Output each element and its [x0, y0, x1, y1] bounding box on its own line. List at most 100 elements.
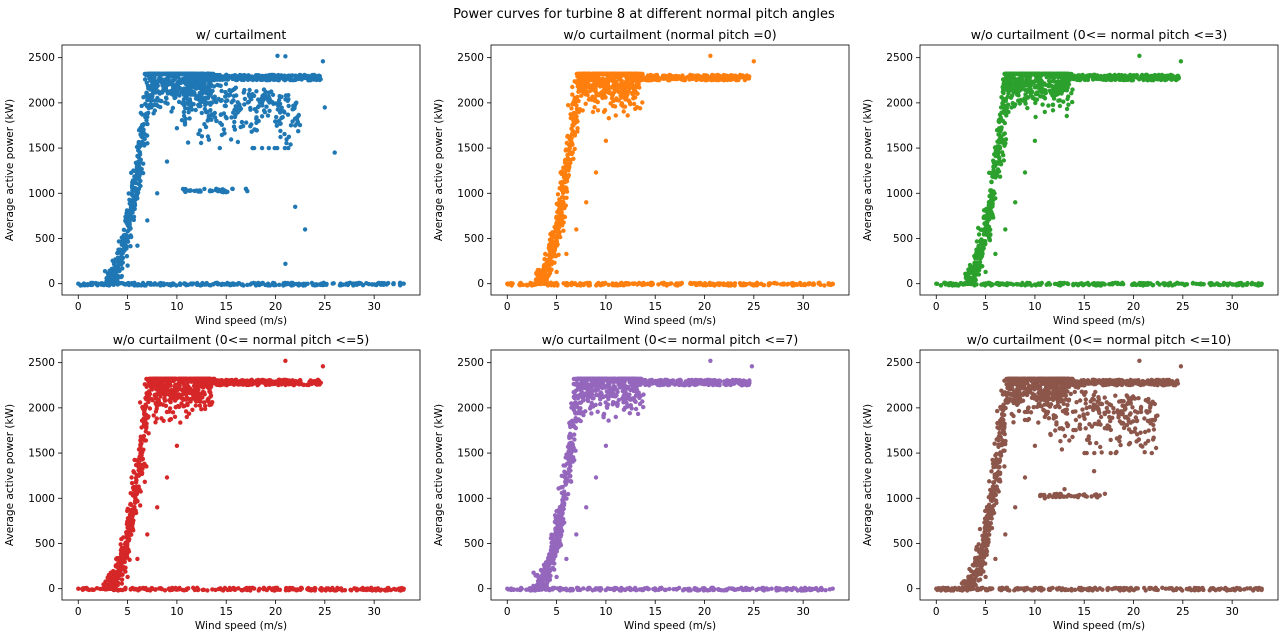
scatter-point	[570, 84, 575, 90]
scatter-point	[1008, 84, 1013, 89]
y-axis-label: Average active power (kW)	[433, 99, 445, 241]
scatter-point	[573, 99, 578, 104]
scatter-point	[111, 266, 116, 271]
scatter-point	[275, 107, 280, 112]
scatter-point	[1117, 75, 1123, 81]
scatter-point	[626, 281, 631, 286]
y-tick-label: 0	[48, 278, 55, 290]
scatter-point	[135, 153, 140, 159]
scatter-point	[694, 77, 700, 82]
scatter-point	[572, 146, 577, 152]
scatter-point	[565, 152, 570, 158]
scatter-point	[164, 96, 169, 101]
scatter-point	[121, 227, 127, 232]
y-tick-label: 1000	[457, 188, 484, 200]
scatter-point	[265, 283, 271, 288]
scatter-point	[772, 281, 777, 286]
scatter-point	[122, 232, 127, 238]
subplot-title: w/o curtailment (normal pitch =0)	[563, 27, 776, 42]
scatter-point	[1008, 88, 1013, 93]
scatter-point	[212, 99, 217, 104]
scatter-point	[179, 118, 185, 123]
scatter-point	[580, 71, 585, 77]
scatter-point	[1163, 77, 1168, 83]
scatter-point	[1001, 132, 1006, 137]
scatter-point	[600, 90, 606, 96]
scatter-point	[240, 73, 246, 79]
scatter-point	[130, 188, 135, 193]
scatter-point	[261, 97, 266, 103]
y-tick-label: 2500	[457, 52, 484, 64]
scatter-point	[1042, 96, 1048, 101]
scatter-point	[147, 102, 153, 107]
scatter-point	[1046, 78, 1052, 84]
data-point	[194, 76, 199, 81]
scatter-point	[1070, 99, 1075, 105]
scatter-point	[195, 84, 200, 90]
scatter-point	[1014, 71, 1019, 77]
scatter-point	[287, 75, 292, 81]
scatter-point	[221, 127, 227, 132]
scatter-point	[200, 587, 205, 593]
scatter-point	[188, 71, 193, 77]
scatter-point	[565, 163, 570, 168]
scatter-point	[592, 82, 597, 87]
scatter-point	[210, 587, 215, 592]
scatter-point	[1241, 282, 1246, 287]
scatter-point	[1140, 283, 1146, 288]
scatter-point	[386, 280, 391, 286]
scatter-point	[1006, 71, 1011, 77]
data-point	[283, 54, 288, 59]
data-point	[275, 53, 280, 58]
scatter-point	[567, 146, 572, 151]
scatter-point	[742, 282, 747, 287]
scatter-point	[94, 586, 100, 591]
y-tick-label: 1000	[886, 188, 913, 200]
scatter-point	[126, 228, 131, 233]
data-point	[174, 126, 180, 131]
scatter-point	[191, 102, 196, 107]
scatter-point	[281, 109, 287, 114]
scatter-point	[578, 283, 583, 288]
scatter-point	[160, 83, 165, 88]
scatter-point	[140, 122, 145, 128]
scatter-point	[146, 281, 151, 286]
scatter-point	[979, 240, 984, 246]
scatter-point	[324, 586, 329, 591]
scatter-point	[136, 171, 142, 176]
scatter-point	[585, 71, 590, 77]
scatter-point	[688, 72, 693, 78]
data-point	[505, 281, 510, 286]
scatter-point	[1033, 283, 1039, 288]
scatter-point	[108, 272, 113, 277]
scatter-point	[994, 148, 999, 153]
scatter-point	[85, 282, 90, 287]
scatter-point	[265, 113, 271, 118]
scatter-point	[198, 100, 203, 105]
scatter-point	[206, 116, 211, 121]
scatter-point	[987, 280, 992, 286]
scatter-point	[290, 119, 295, 124]
scatter-point	[282, 145, 288, 151]
scatter-point	[138, 132, 143, 137]
scatter-point	[1153, 75, 1159, 81]
scatter-point	[223, 103, 228, 109]
scatter-point	[637, 85, 642, 90]
scatter-point	[571, 123, 576, 128]
scatter-point	[790, 282, 796, 288]
scatter-point	[641, 280, 646, 286]
scatter-point	[555, 233, 561, 238]
scatter-point	[548, 240, 554, 245]
scatter-points	[505, 53, 835, 288]
scatter-point	[126, 282, 132, 288]
scatter-point	[595, 108, 601, 113]
scatter-point	[1041, 71, 1047, 77]
scatter-point	[185, 79, 191, 85]
scatter-point	[275, 145, 280, 151]
scatter-point	[1098, 283, 1104, 288]
x-tick-label: 5	[982, 301, 989, 313]
scatter-point	[971, 271, 977, 277]
data-point	[95, 281, 101, 286]
subplot-4: w/o curtailment (0<= normal pitch <=5)0 5…	[4, 332, 421, 632]
